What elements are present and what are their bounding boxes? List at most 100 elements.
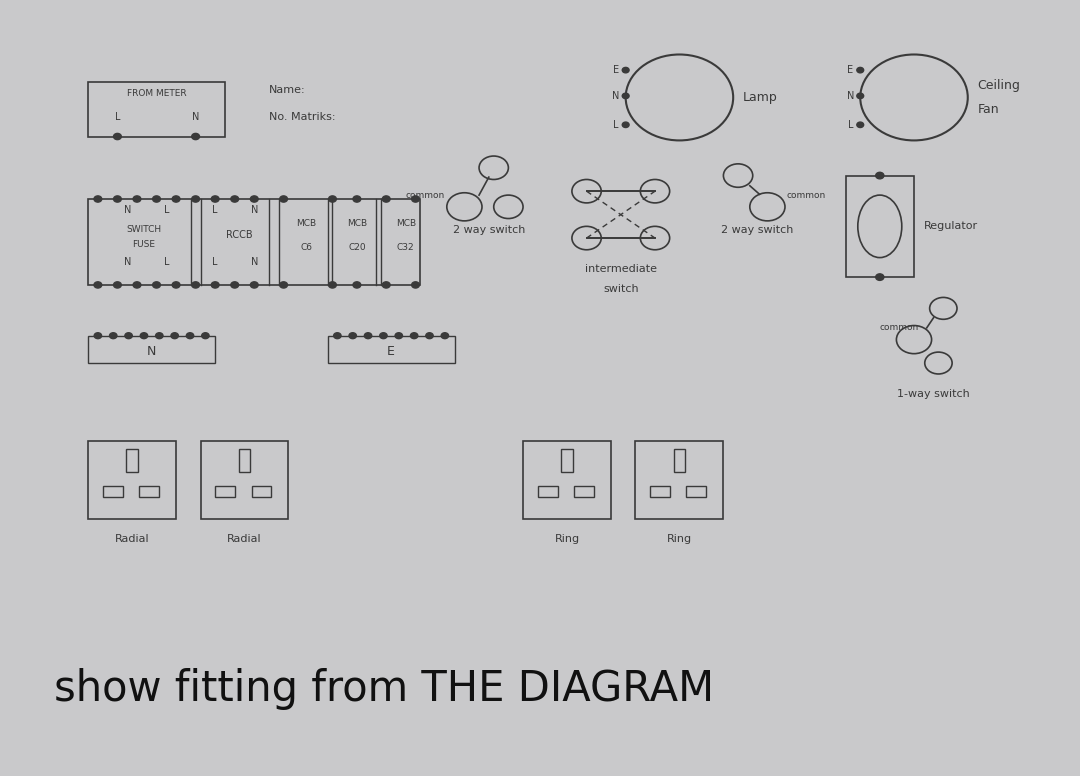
Circle shape: [113, 196, 121, 202]
Circle shape: [876, 172, 883, 178]
Bar: [523, 441, 611, 519]
Bar: [139, 487, 159, 497]
Text: show fitting from THE DIAGRAM: show fitting from THE DIAGRAM: [54, 667, 714, 709]
Circle shape: [410, 333, 418, 338]
Text: E: E: [612, 65, 619, 75]
Circle shape: [411, 282, 419, 288]
Bar: [201, 441, 288, 519]
Circle shape: [231, 282, 239, 288]
Text: Radial: Radial: [227, 534, 261, 544]
Text: N: N: [123, 205, 131, 215]
Circle shape: [172, 282, 180, 288]
Text: E: E: [387, 345, 395, 358]
Text: E: E: [848, 65, 853, 75]
Text: L: L: [163, 258, 170, 268]
Text: common: common: [787, 191, 826, 199]
Circle shape: [231, 196, 239, 202]
Circle shape: [349, 333, 356, 338]
Circle shape: [133, 282, 140, 288]
Text: N: N: [147, 345, 157, 358]
Text: common: common: [406, 191, 445, 199]
Circle shape: [133, 196, 140, 202]
Circle shape: [251, 196, 258, 202]
Bar: [674, 449, 686, 473]
Circle shape: [328, 196, 336, 202]
Text: Lamp: Lamp: [743, 91, 778, 104]
Text: Ceiling: Ceiling: [977, 79, 1021, 92]
Bar: [687, 487, 706, 497]
Text: N: N: [192, 112, 200, 122]
Circle shape: [622, 122, 629, 127]
Circle shape: [328, 282, 336, 288]
Bar: [538, 487, 557, 497]
Circle shape: [94, 196, 102, 202]
Text: N: N: [847, 91, 854, 101]
Text: switch: switch: [603, 284, 638, 294]
Text: Ring: Ring: [666, 534, 692, 544]
Circle shape: [192, 282, 200, 288]
Bar: [252, 487, 271, 497]
Circle shape: [152, 282, 161, 288]
Text: L: L: [848, 120, 853, 130]
Circle shape: [202, 333, 210, 338]
Circle shape: [364, 333, 372, 338]
Text: 2 way switch: 2 way switch: [453, 225, 525, 235]
Circle shape: [426, 333, 433, 338]
Bar: [89, 441, 176, 519]
Bar: [575, 487, 594, 497]
Circle shape: [353, 196, 361, 202]
Circle shape: [125, 333, 133, 338]
Bar: [215, 487, 235, 497]
Text: FROM METER: FROM METER: [126, 89, 187, 98]
Circle shape: [251, 282, 258, 288]
Bar: [562, 449, 572, 473]
Text: 1-way switch: 1-way switch: [897, 390, 970, 400]
Circle shape: [113, 133, 121, 140]
Bar: [89, 199, 420, 285]
Circle shape: [94, 282, 102, 288]
Circle shape: [876, 274, 883, 280]
Text: RCCB: RCCB: [227, 230, 253, 240]
Circle shape: [171, 333, 178, 338]
Circle shape: [856, 122, 864, 127]
Bar: [327, 336, 455, 363]
Text: L: L: [114, 112, 120, 122]
Text: N: N: [251, 205, 258, 215]
Circle shape: [622, 68, 629, 73]
Bar: [103, 487, 123, 497]
Circle shape: [411, 196, 419, 202]
Text: Fan: Fan: [977, 102, 999, 116]
Text: FUSE: FUSE: [133, 241, 156, 249]
Text: No. Matriks:: No. Matriks:: [269, 112, 336, 122]
Circle shape: [152, 196, 161, 202]
Circle shape: [280, 282, 287, 288]
Circle shape: [382, 196, 390, 202]
Circle shape: [622, 93, 629, 99]
Circle shape: [382, 282, 390, 288]
Circle shape: [441, 333, 448, 338]
Bar: [89, 336, 215, 363]
Circle shape: [113, 282, 121, 288]
Circle shape: [192, 196, 200, 202]
Text: C6: C6: [300, 243, 312, 251]
Circle shape: [140, 333, 148, 338]
Text: MCB: MCB: [395, 220, 416, 228]
Circle shape: [380, 333, 387, 338]
Circle shape: [109, 333, 117, 338]
Text: common: common: [879, 324, 919, 332]
Circle shape: [353, 282, 361, 288]
Circle shape: [212, 282, 219, 288]
Text: L: L: [213, 205, 218, 215]
Text: C20: C20: [348, 243, 366, 251]
Circle shape: [172, 196, 180, 202]
Text: N: N: [612, 91, 620, 101]
Circle shape: [856, 68, 864, 73]
Text: Name:: Name:: [269, 85, 306, 95]
Text: N: N: [251, 258, 258, 268]
Text: L: L: [163, 205, 170, 215]
Text: MCB: MCB: [296, 220, 316, 228]
Bar: [650, 487, 670, 497]
Text: intermediate: intermediate: [584, 265, 657, 274]
Circle shape: [856, 93, 864, 99]
Bar: [89, 81, 225, 137]
